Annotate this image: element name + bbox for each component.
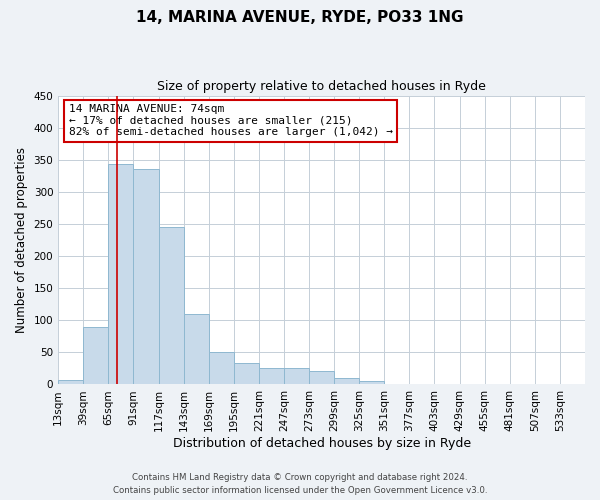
Y-axis label: Number of detached properties: Number of detached properties	[15, 147, 28, 333]
Bar	[109, 164, 133, 384]
Bar	[209, 352, 234, 384]
Bar	[259, 368, 284, 384]
Bar	[58, 380, 83, 384]
Bar	[309, 371, 334, 384]
X-axis label: Distribution of detached houses by size in Ryde: Distribution of detached houses by size …	[173, 437, 470, 450]
Title: Size of property relative to detached houses in Ryde: Size of property relative to detached ho…	[157, 80, 486, 93]
Bar	[234, 364, 259, 384]
Bar	[334, 378, 359, 384]
Bar	[284, 368, 309, 384]
Bar	[83, 328, 109, 384]
Bar	[359, 381, 385, 384]
Text: 14, MARINA AVENUE, RYDE, PO33 1NG: 14, MARINA AVENUE, RYDE, PO33 1NG	[136, 10, 464, 25]
Bar	[133, 170, 158, 384]
Text: 14 MARINA AVENUE: 74sqm
← 17% of detached houses are smaller (215)
82% of semi-d: 14 MARINA AVENUE: 74sqm ← 17% of detache…	[69, 104, 393, 138]
Bar	[184, 314, 209, 384]
Text: Contains HM Land Registry data © Crown copyright and database right 2024.
Contai: Contains HM Land Registry data © Crown c…	[113, 474, 487, 495]
Bar	[158, 227, 184, 384]
